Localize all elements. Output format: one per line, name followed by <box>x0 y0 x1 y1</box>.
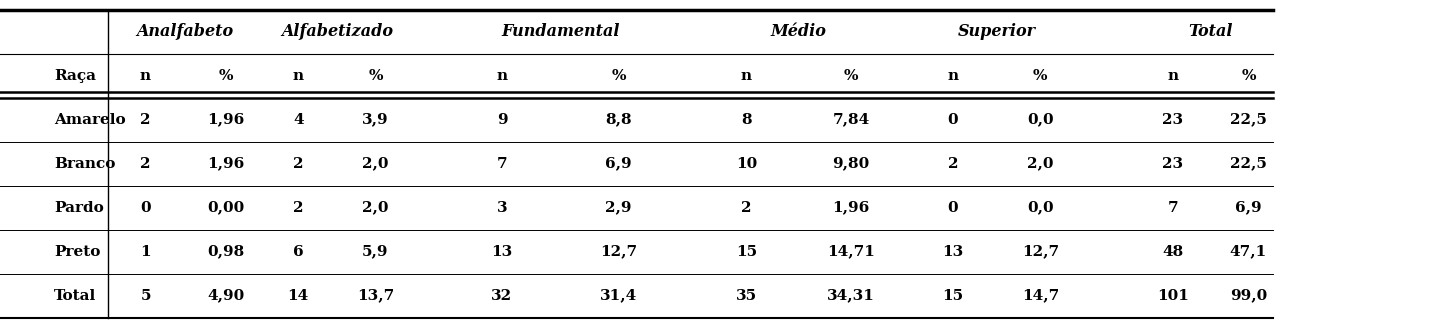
Text: 2,0: 2,0 <box>1027 156 1053 171</box>
Text: n: n <box>947 69 959 83</box>
Text: 6,9: 6,9 <box>1235 201 1261 214</box>
Text: 14,71: 14,71 <box>828 245 874 259</box>
Text: 10: 10 <box>736 156 757 171</box>
Text: 2: 2 <box>947 156 959 171</box>
Text: 1,96: 1,96 <box>207 113 244 127</box>
Text: 6,9: 6,9 <box>605 156 631 171</box>
Text: 7: 7 <box>496 156 508 171</box>
Text: 4,90: 4,90 <box>207 289 244 303</box>
Text: Total: Total <box>54 289 96 303</box>
Text: %: % <box>844 69 858 83</box>
Text: %: % <box>368 69 383 83</box>
Text: 35: 35 <box>736 289 757 303</box>
Text: Superior: Superior <box>957 23 1036 40</box>
Text: 34,31: 34,31 <box>828 289 874 303</box>
Text: 2: 2 <box>741 201 752 214</box>
Text: 2,9: 2,9 <box>605 201 631 214</box>
Text: 5,9: 5,9 <box>362 245 388 259</box>
Text: 2: 2 <box>140 156 151 171</box>
Text: 2,0: 2,0 <box>362 201 388 214</box>
Text: 6: 6 <box>292 245 304 259</box>
Text: 23: 23 <box>1163 113 1183 127</box>
Text: 15: 15 <box>943 289 963 303</box>
Text: 1,96: 1,96 <box>832 201 870 214</box>
Text: 14: 14 <box>288 289 308 303</box>
Text: Médio: Médio <box>771 23 826 40</box>
Text: 48: 48 <box>1163 245 1183 259</box>
Text: 9: 9 <box>496 113 508 127</box>
Text: 1,96: 1,96 <box>207 156 244 171</box>
Text: 22,5: 22,5 <box>1229 156 1267 171</box>
Text: 5: 5 <box>140 289 151 303</box>
Text: 101: 101 <box>1157 289 1189 303</box>
Text: %: % <box>1033 69 1048 83</box>
Text: 0,00: 0,00 <box>207 201 244 214</box>
Text: 8,8: 8,8 <box>605 113 631 127</box>
Text: 14,7: 14,7 <box>1021 289 1059 303</box>
Text: 3: 3 <box>496 201 508 214</box>
Text: Pardo: Pardo <box>54 201 103 214</box>
Text: 2: 2 <box>140 113 151 127</box>
Text: 13: 13 <box>943 245 963 259</box>
Text: n: n <box>292 69 304 83</box>
Text: 22,5: 22,5 <box>1229 113 1267 127</box>
Text: Total: Total <box>1189 23 1232 40</box>
Text: Fundamental: Fundamental <box>501 23 620 40</box>
Text: %: % <box>611 69 626 83</box>
Text: %: % <box>1241 69 1256 83</box>
Text: 12,7: 12,7 <box>1021 245 1059 259</box>
Text: %: % <box>218 69 233 83</box>
Text: 0,0: 0,0 <box>1027 201 1053 214</box>
Text: 47,1: 47,1 <box>1229 245 1267 259</box>
Text: Branco: Branco <box>54 156 115 171</box>
Text: n: n <box>140 69 151 83</box>
Text: Amarelo: Amarelo <box>54 113 125 127</box>
Text: 0,98: 0,98 <box>207 245 244 259</box>
Text: Analfabeto: Analfabeto <box>137 23 233 40</box>
Text: 4: 4 <box>292 113 304 127</box>
Text: 23: 23 <box>1163 156 1183 171</box>
Text: 0,0: 0,0 <box>1027 113 1053 127</box>
Text: 2,0: 2,0 <box>362 156 388 171</box>
Text: 3,9: 3,9 <box>362 113 388 127</box>
Text: n: n <box>496 69 508 83</box>
Text: 15: 15 <box>736 245 757 259</box>
Text: 7,84: 7,84 <box>832 113 870 127</box>
Text: 13,7: 13,7 <box>356 289 394 303</box>
Text: 13: 13 <box>492 245 512 259</box>
Text: Alfabetizado: Alfabetizado <box>282 23 393 40</box>
Text: 2: 2 <box>292 201 304 214</box>
Text: n: n <box>741 69 752 83</box>
Text: 0: 0 <box>140 201 151 214</box>
Text: Preto: Preto <box>54 245 100 259</box>
Text: 31,4: 31,4 <box>599 289 637 303</box>
Text: 7: 7 <box>1167 201 1179 214</box>
Text: 99,0: 99,0 <box>1229 289 1267 303</box>
Text: 0: 0 <box>947 113 959 127</box>
Text: Raça: Raça <box>54 69 96 83</box>
Text: n: n <box>1167 69 1179 83</box>
Text: 12,7: 12,7 <box>599 245 637 259</box>
Text: 0: 0 <box>947 201 959 214</box>
Text: 2: 2 <box>292 156 304 171</box>
Text: 32: 32 <box>492 289 512 303</box>
Text: 1: 1 <box>140 245 151 259</box>
Text: 9,80: 9,80 <box>832 156 870 171</box>
Text: 8: 8 <box>741 113 752 127</box>
